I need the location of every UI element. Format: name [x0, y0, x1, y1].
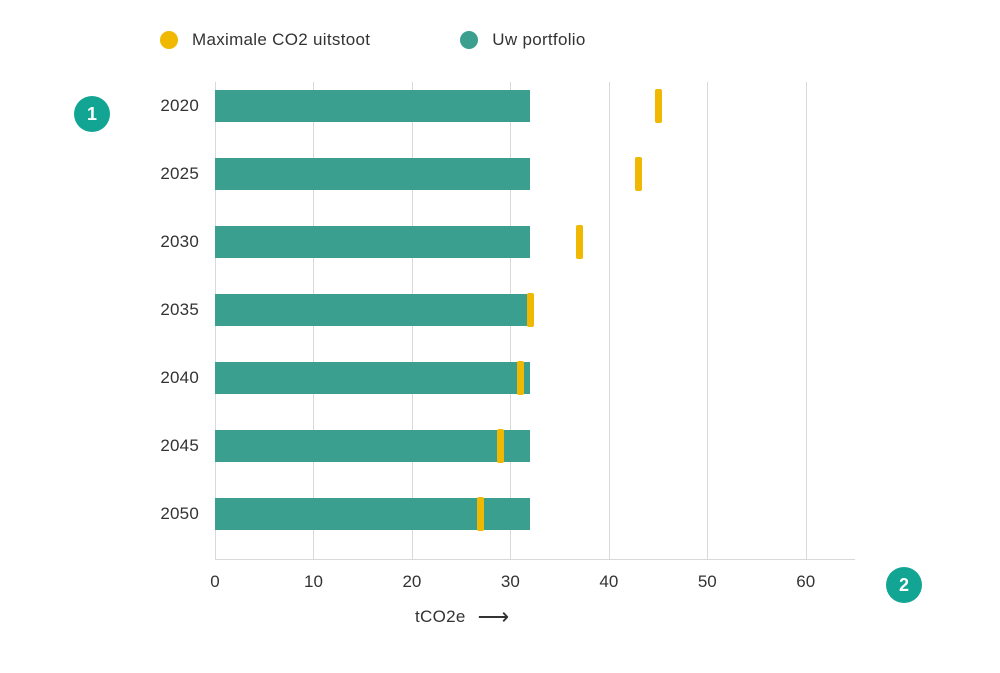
x-axis-title: tCO2e — [415, 607, 466, 627]
x-axis-title-wrap: tCO2e ⟶ — [415, 606, 509, 628]
arrow-right-icon: ⟶ — [478, 606, 510, 628]
max-marker — [477, 497, 484, 531]
bar-row: 2030 — [215, 226, 855, 258]
max-marker — [576, 225, 583, 259]
x-tick-label: 60 — [796, 572, 815, 592]
max-marker — [497, 429, 504, 463]
portfolio-bar — [215, 294, 530, 326]
y-tick-label: 2045 — [160, 430, 199, 462]
x-tick-label: 50 — [698, 572, 717, 592]
x-tick-label: 10 — [304, 572, 323, 592]
portfolio-bar — [215, 226, 530, 258]
x-tick-label: 20 — [402, 572, 421, 592]
x-tick-label: 0 — [210, 572, 219, 592]
bar-row: 2040 — [215, 362, 855, 394]
legend-item-max: Maximale CO2 uitstoot — [160, 30, 370, 50]
y-tick-label: 2050 — [160, 498, 199, 530]
portfolio-bar — [215, 430, 530, 462]
bar-row: 2020 — [215, 90, 855, 122]
max-marker — [527, 293, 534, 327]
portfolio-bar — [215, 158, 530, 190]
bar-row: 2050 — [215, 498, 855, 530]
number-badge: 2 — [886, 567, 922, 603]
portfolio-bar — [215, 90, 530, 122]
bar-row: 2035 — [215, 294, 855, 326]
y-tick-label: 2030 — [160, 226, 199, 258]
x-tick-label: 40 — [599, 572, 618, 592]
legend-label-max: Maximale CO2 uitstoot — [192, 30, 370, 50]
legend-dot-max — [160, 31, 178, 49]
x-tick-label: 30 — [501, 572, 520, 592]
legend-label-portfolio: Uw portfolio — [492, 30, 585, 50]
y-tick-label: 2040 — [160, 362, 199, 394]
y-tick-label: 2025 — [160, 158, 199, 190]
legend: Maximale CO2 uitstoot Uw portfolio — [160, 30, 586, 50]
max-marker — [635, 157, 642, 191]
max-marker — [655, 89, 662, 123]
number-badge: 1 — [74, 96, 110, 132]
chart-plot-area: tCO2e ⟶ 01020304050602020202520302035204… — [215, 82, 855, 560]
portfolio-bar — [215, 362, 530, 394]
y-tick-label: 2035 — [160, 294, 199, 326]
x-axis-baseline — [215, 559, 855, 560]
legend-item-portfolio: Uw portfolio — [460, 30, 585, 50]
y-tick-label: 2020 — [160, 90, 199, 122]
bar-row: 2025 — [215, 158, 855, 190]
max-marker — [517, 361, 524, 395]
bar-row: 2045 — [215, 430, 855, 462]
legend-dot-portfolio — [460, 31, 478, 49]
